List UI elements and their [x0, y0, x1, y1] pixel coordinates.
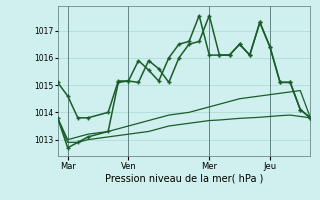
X-axis label: Pression niveau de la mer( hPa ): Pression niveau de la mer( hPa )	[105, 173, 263, 183]
